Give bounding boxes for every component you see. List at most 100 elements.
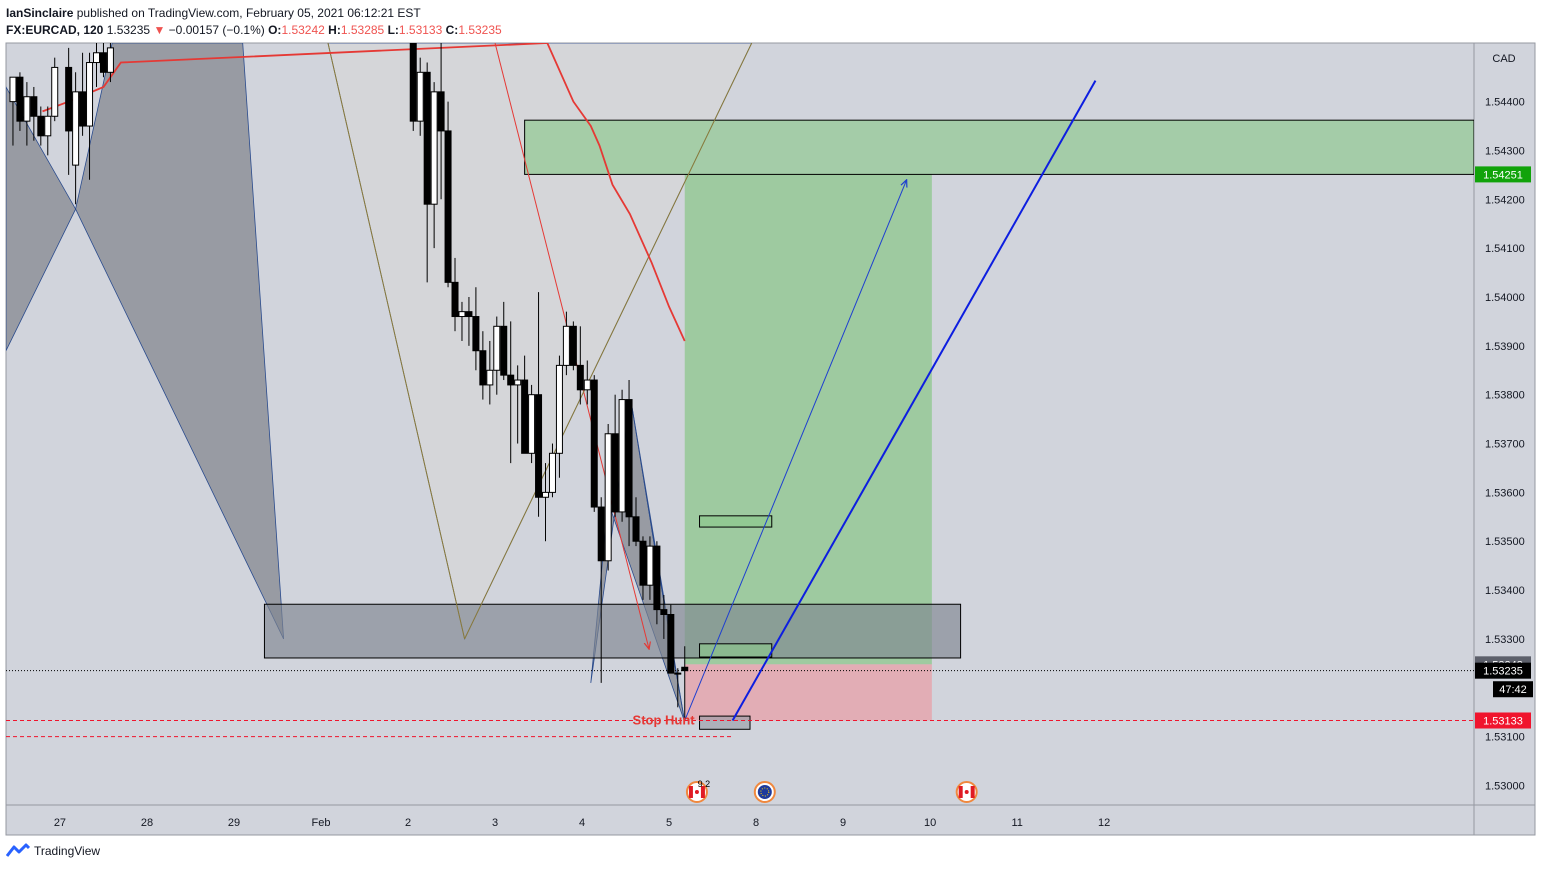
candle (660, 594, 668, 639)
price-tick-label: 1.54200 (1485, 194, 1525, 206)
time-tick-label: 27 (54, 817, 66, 829)
candle-body (51, 66, 59, 117)
candle (576, 326, 584, 405)
candle-body (409, 43, 417, 122)
chart-header: IanSinclaire published on TradingView.co… (6, 0, 1536, 40)
candle-body (23, 96, 31, 122)
candle-body (590, 379, 598, 508)
candle-body (625, 399, 633, 518)
author-name[interactable]: IanSinclaire (6, 6, 74, 20)
candle-body (44, 115, 52, 137)
price-tag: 47:42 (1493, 681, 1533, 698)
low-value: 1.53133 (398, 23, 443, 37)
candle-body (416, 71, 424, 122)
price-tick-label: 1.53800 (1485, 390, 1525, 402)
candle-body (37, 115, 45, 137)
candle (528, 384, 536, 464)
candle-body (514, 379, 522, 386)
low-label: L: (387, 23, 399, 37)
symbol-label[interactable]: FX:EURCAD, 120 (6, 23, 104, 37)
candle-body (451, 281, 459, 318)
candle (86, 52, 94, 180)
candle (486, 340, 494, 405)
candle (458, 301, 466, 341)
candle (51, 57, 59, 122)
candle-body (604, 433, 612, 562)
high-value: 1.53285 (340, 23, 385, 37)
candle-body (646, 545, 654, 586)
price-tick-label: 1.53000 (1485, 780, 1525, 792)
price-tick-label: 1.54300 (1485, 145, 1525, 157)
candle (16, 72, 24, 131)
tradingview-logo-icon[interactable] (6, 843, 30, 859)
price-tag: 1.53133 (1475, 712, 1531, 729)
candle-body (79, 91, 87, 127)
candle (653, 541, 661, 625)
candle-body (555, 364, 563, 454)
candle-body (507, 374, 515, 386)
candle (604, 424, 612, 571)
blue-trend-line (731, 80, 1097, 721)
candle (79, 52, 87, 136)
candle (500, 301, 508, 381)
candle (37, 106, 45, 146)
plot-layer: Stop Hunt (6, 43, 1474, 738)
candle (437, 43, 445, 200)
candle (451, 257, 459, 332)
time-tick-label: Feb (312, 817, 331, 829)
footer-brand[interactable]: TradingView (34, 844, 101, 858)
candle-body (458, 311, 466, 318)
ohlc-legend: FX:EURCAD, 120 1.53235 ▼ −0.00157 (−0.1%… (6, 23, 502, 37)
price-tag-label: 47:42 (1499, 684, 1527, 696)
candle (514, 365, 522, 444)
price-tag-bg (1493, 681, 1533, 698)
euro-flag-icon[interactable] (753, 781, 776, 803)
candle-body (430, 91, 438, 205)
candle (646, 536, 654, 600)
candle (479, 331, 487, 400)
high-label: H: (328, 23, 341, 37)
candle-body (562, 325, 570, 366)
candle (65, 47, 73, 175)
canada-flag-icon[interactable] (955, 781, 978, 803)
candle-body (65, 66, 73, 132)
candle-body (479, 350, 487, 386)
candle-body (639, 540, 647, 586)
candle (597, 497, 605, 683)
close-value: 1.53235 (458, 23, 502, 37)
candle (92, 43, 100, 87)
price-tag-bg (1475, 166, 1531, 183)
candle-body (99, 52, 107, 73)
candle-body (618, 399, 626, 513)
candle (674, 668, 682, 708)
candle-body (472, 316, 480, 352)
candle (472, 287, 480, 371)
last-price: 1.53235 (106, 23, 151, 37)
price-tick-label: 1.54100 (1485, 243, 1525, 255)
candle (106, 43, 114, 83)
price-tick-label: 1.53300 (1485, 634, 1525, 646)
currency-label: CAD (1492, 53, 1515, 65)
candle-body (667, 614, 675, 674)
candle-body (486, 369, 494, 386)
candle-body (576, 364, 584, 391)
price-tag-label: 1.53235 (1483, 666, 1523, 678)
price-tag: 1.54251 (1475, 166, 1531, 183)
ema-line (42, 43, 686, 342)
candle-body (30, 96, 38, 117)
time-tick-label: 11 (1011, 817, 1022, 829)
candle-body (493, 325, 501, 371)
candle (562, 311, 570, 376)
candle-body (423, 71, 431, 205)
canada-flag-right (700, 786, 705, 798)
candle-body (535, 394, 543, 498)
candle-body (16, 76, 24, 122)
candle (465, 297, 473, 346)
candle (555, 355, 563, 478)
candle (548, 443, 556, 498)
mid-left-edge (327, 43, 466, 640)
candle-body (653, 545, 661, 611)
canada-flag-icon[interactable] (685, 781, 708, 803)
candle-body (674, 672, 682, 675)
